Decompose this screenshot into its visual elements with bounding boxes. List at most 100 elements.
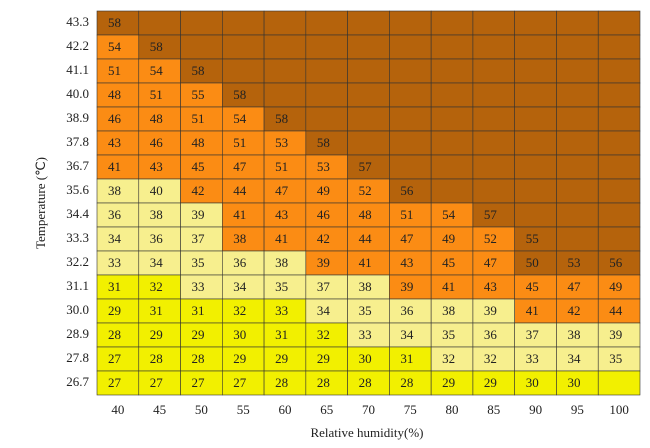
cell-label: 41: [108, 159, 121, 174]
cell-label: 30: [233, 327, 246, 342]
heatmap-cell: [263, 274, 307, 300]
cell-label: 35: [192, 255, 205, 270]
heatmap-cell: [263, 370, 307, 396]
cell-label: 29: [484, 375, 497, 390]
cell-label: 38: [275, 255, 288, 270]
cell-label: 29: [442, 375, 455, 390]
cell-label: 35: [275, 279, 288, 294]
cell-label: 39: [400, 279, 413, 294]
heatmap-cell: [347, 322, 390, 348]
heatmap-cell: [597, 178, 641, 204]
heatmap-cell: [472, 82, 515, 108]
heatmap-cell: [472, 250, 515, 276]
x-tick-label: 95: [571, 402, 584, 417]
heatmap-cell: [222, 298, 265, 324]
heatmap-cell: [305, 274, 348, 300]
heatmap-cell: [472, 10, 515, 36]
heatmap-cell: [305, 298, 348, 324]
y-tick-label: 26.7: [66, 374, 89, 389]
x-tick-label: 60: [278, 402, 291, 417]
heatmap-cell: [556, 82, 599, 108]
heatmap-cell: [138, 226, 181, 252]
cell-label: 38: [108, 183, 121, 198]
heatmap-cell: [138, 130, 181, 156]
cell-label: 32: [484, 351, 497, 366]
cell-label: 50: [526, 255, 539, 270]
heatmap-cell: [430, 202, 474, 228]
cell-label: 32: [442, 351, 455, 366]
heatmap-cell: [556, 346, 599, 372]
heatmap-cell: [430, 370, 474, 396]
heatmap-cell: [389, 82, 432, 108]
heatmap-cell: [597, 274, 641, 300]
heatmap-cell: [347, 106, 390, 132]
cell-label: 33: [108, 255, 121, 270]
cell-label: 34: [150, 255, 164, 270]
heatmap-cell: [138, 370, 181, 396]
y-tick-label: 32.2: [66, 254, 89, 269]
cell-label: 54: [233, 111, 247, 126]
heatmap-cell: [222, 202, 265, 228]
heatmap-cell: [597, 58, 641, 84]
cell-label: 36: [108, 207, 122, 222]
cell-label: 51: [400, 207, 413, 222]
heatmap-cell: [138, 274, 181, 300]
cell-label: 44: [609, 303, 623, 318]
heatmap-cell: [430, 58, 474, 84]
heatmap-cell: [96, 130, 140, 156]
heatmap-cell: [472, 202, 515, 228]
heatmap-cell: [556, 202, 599, 228]
cell-label: 58: [317, 135, 330, 150]
heatmap-cell: [514, 106, 557, 132]
cell-label: 28: [108, 327, 121, 342]
heatmap-cell: [222, 274, 265, 300]
y-tick-label: 36.7: [66, 158, 89, 173]
cell-label: 43: [484, 279, 497, 294]
heatmap-cell: [430, 322, 474, 348]
y-tick-label: 37.8: [66, 134, 89, 149]
heatmap-cell: [514, 10, 557, 36]
heatmap-cell: [305, 370, 348, 396]
cell-label: 44: [233, 183, 247, 198]
heatmap-cell: [597, 370, 641, 396]
heatmap-cell: [347, 58, 390, 84]
heatmap-cell: [597, 154, 641, 180]
heatmap-cell: [263, 58, 307, 84]
heatmap-cell: [556, 226, 599, 252]
heatmap-cell: [305, 346, 348, 372]
x-tick-label: 100: [609, 402, 629, 417]
heatmap-cell: [347, 274, 390, 300]
heatmap-cell: [556, 178, 599, 204]
heatmap-cell: [597, 346, 641, 372]
cell-label: 57: [359, 159, 373, 174]
heatmap-cell: [472, 226, 515, 252]
x-tick-label: 40: [111, 402, 124, 417]
heatmap-cell: [180, 202, 223, 228]
heatmap-cell: [347, 34, 390, 60]
cell-label: 35: [609, 351, 622, 366]
heatmap-cell: [222, 370, 265, 396]
cell-label: 31: [108, 279, 121, 294]
heatmap-cell: [597, 106, 641, 132]
cell-label: 45: [192, 159, 205, 174]
cell-label: 38: [359, 279, 372, 294]
x-tick-label: 55: [237, 402, 250, 417]
cell-label: 46: [150, 135, 164, 150]
cell-label: 30: [567, 375, 580, 390]
heatmap-cell: [597, 130, 641, 156]
x-tick-label: 75: [404, 402, 417, 417]
heatmap-cell: [389, 58, 432, 84]
heatmap-cell: [222, 226, 265, 252]
heatmap-cell: [514, 154, 557, 180]
cell-label: 55: [526, 231, 539, 246]
heatmap-cell: [138, 322, 181, 348]
cell-label: 54: [108, 39, 122, 54]
cell-label: 34: [317, 303, 331, 318]
heatmap-cell: [347, 130, 390, 156]
cell-label: 47: [484, 255, 498, 270]
cell-label: 41: [275, 231, 288, 246]
heatmap-cell: [430, 130, 474, 156]
heatmap-cell: [347, 154, 390, 180]
heatmap-cell: [389, 370, 432, 396]
